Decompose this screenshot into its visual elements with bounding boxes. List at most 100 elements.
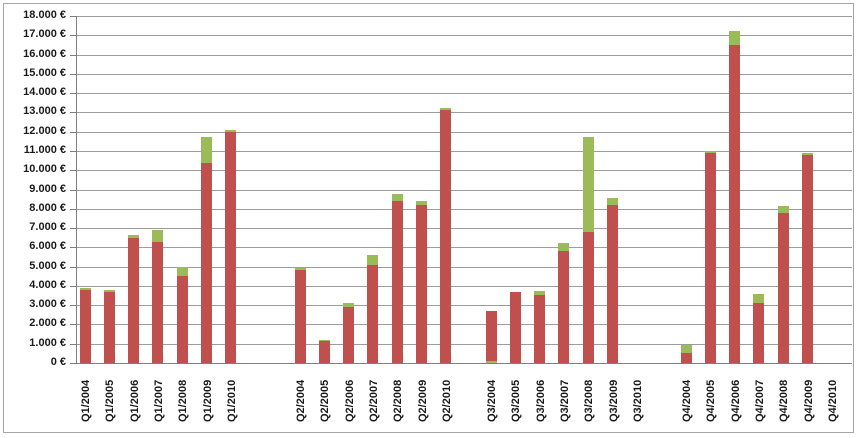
y-axis-line bbox=[76, 16, 77, 364]
bar-segment-red[interactable] bbox=[534, 294, 546, 363]
bar-segment-red[interactable] bbox=[79, 289, 91, 363]
gridline bbox=[76, 266, 852, 268]
bar-segment-red[interactable] bbox=[343, 307, 355, 363]
bar-q2-2008[interactable] bbox=[391, 194, 403, 363]
bar-segment-green[interactable] bbox=[201, 137, 212, 163]
bar-segment-red[interactable] bbox=[704, 152, 716, 363]
bar-segment-green[interactable] bbox=[103, 289, 115, 292]
bar-segment-red[interactable] bbox=[416, 204, 427, 363]
bar-segment-green[interactable] bbox=[802, 152, 813, 155]
bar-segment-red[interactable] bbox=[777, 212, 789, 363]
bar-segment-green[interactable] bbox=[753, 293, 765, 304]
bar-q4-2007[interactable] bbox=[753, 293, 765, 363]
bar-segment-green[interactable] bbox=[176, 266, 188, 277]
bar-segment-red[interactable] bbox=[582, 231, 594, 363]
bar-segment-green-bottom[interactable] bbox=[485, 361, 497, 363]
gridline bbox=[76, 305, 852, 307]
x-axis-category-label: Q2/2010 bbox=[440, 379, 453, 422]
bar-segment-red[interactable] bbox=[103, 291, 115, 363]
bar-segment-red[interactable] bbox=[391, 201, 403, 363]
gridline bbox=[76, 73, 852, 75]
bar-q2-2005[interactable] bbox=[318, 339, 330, 363]
bar-segment-red[interactable] bbox=[225, 131, 237, 363]
bar-q2-2009[interactable] bbox=[416, 201, 427, 363]
bar-segment-red[interactable] bbox=[318, 340, 330, 363]
x-axis-category-label: Q2/2007 bbox=[367, 379, 380, 422]
bar-segment-red[interactable] bbox=[485, 310, 497, 362]
bar-q1-2007[interactable] bbox=[152, 229, 164, 363]
bar-segment-red[interactable] bbox=[680, 353, 692, 363]
y-axis-tick bbox=[70, 131, 76, 133]
bar-segment-green[interactable] bbox=[582, 137, 594, 232]
bar-q2-2004[interactable] bbox=[294, 267, 306, 363]
y-axis-tick-label: 13.000 € bbox=[23, 105, 66, 118]
bar-segment-red[interactable] bbox=[558, 251, 570, 363]
bar-segment-red[interactable] bbox=[176, 276, 188, 363]
bar-segment-green[interactable] bbox=[558, 243, 570, 252]
bar-segment-green[interactable] bbox=[391, 194, 403, 202]
gridline bbox=[76, 16, 852, 17]
bar-segment-red[interactable] bbox=[753, 303, 765, 363]
bar-q4-2004[interactable] bbox=[680, 344, 692, 363]
bar-q1-2005[interactable] bbox=[103, 289, 115, 363]
y-axis-tick bbox=[70, 150, 76, 152]
bar-segment-green[interactable] bbox=[440, 107, 452, 111]
gridline bbox=[76, 150, 852, 152]
gridline bbox=[76, 35, 852, 37]
bar-segment-green[interactable] bbox=[534, 290, 546, 295]
bar-segment-green[interactable] bbox=[777, 205, 789, 213]
bar-q3-2005[interactable] bbox=[509, 291, 521, 363]
gridline bbox=[76, 54, 852, 56]
bar-q1-2009[interactable] bbox=[201, 137, 212, 363]
bar-segment-green[interactable] bbox=[79, 287, 91, 290]
bar-segment-red[interactable] bbox=[440, 110, 452, 363]
y-axis-tick bbox=[70, 54, 76, 56]
bar-q3-2006[interactable] bbox=[534, 290, 546, 363]
x-axis-category-label: Q4/2004 bbox=[681, 379, 693, 422]
bar-q3-2008[interactable] bbox=[582, 137, 594, 363]
gridline bbox=[76, 324, 852, 326]
bar-segment-red[interactable] bbox=[152, 241, 164, 363]
bar-q1-2004[interactable] bbox=[79, 287, 91, 363]
bar-segment-red[interactable] bbox=[509, 291, 521, 363]
bar-segment-red[interactable] bbox=[294, 270, 306, 363]
bar-segment-green[interactable] bbox=[680, 344, 692, 354]
bar-segment-green[interactable] bbox=[318, 339, 330, 341]
bar-q3-2009[interactable] bbox=[607, 198, 618, 363]
y-axis-tick-label: 16.000 € bbox=[23, 47, 66, 60]
bar-segment-red[interactable] bbox=[367, 264, 379, 363]
bar-segment-red[interactable] bbox=[201, 162, 212, 363]
bar-q4-2005[interactable] bbox=[704, 150, 716, 363]
bar-segment-green[interactable] bbox=[367, 255, 379, 265]
bar-segment-green[interactable] bbox=[416, 201, 427, 205]
bar-segment-green[interactable] bbox=[343, 303, 355, 308]
bar-segment-green[interactable] bbox=[225, 129, 237, 132]
bar-segment-green[interactable] bbox=[294, 267, 306, 271]
x-axis-category-label: Q1/2009 bbox=[201, 379, 214, 422]
y-axis-tick-label: 1.000 € bbox=[29, 336, 66, 349]
y-axis-tick-label: 18.000 € bbox=[23, 9, 66, 21]
bar-q1-2008[interactable] bbox=[176, 266, 188, 363]
bar-segment-red[interactable] bbox=[607, 204, 618, 363]
y-axis-tick-label: 5.000 € bbox=[29, 259, 66, 272]
bar-segment-red[interactable] bbox=[729, 44, 741, 363]
bar-segment-red[interactable] bbox=[128, 237, 140, 363]
bar-q2-2006[interactable] bbox=[343, 303, 355, 363]
bar-q1-2010[interactable] bbox=[225, 129, 237, 363]
bar-q4-2008[interactable] bbox=[777, 205, 789, 363]
bar-q4-2009[interactable] bbox=[802, 152, 813, 363]
x-axis-category-label: Q3/2008 bbox=[583, 379, 596, 422]
bar-segment-green[interactable] bbox=[128, 234, 140, 238]
bar-q2-2007[interactable] bbox=[367, 255, 379, 363]
bar-q1-2006[interactable] bbox=[128, 234, 140, 363]
bar-segment-green[interactable] bbox=[704, 150, 716, 153]
bar-segment-green[interactable] bbox=[607, 198, 618, 205]
bar-q3-2004[interactable] bbox=[485, 310, 497, 363]
bar-segment-green[interactable] bbox=[729, 31, 741, 45]
bar-q3-2007[interactable] bbox=[558, 243, 570, 363]
bar-segment-green[interactable] bbox=[152, 229, 164, 242]
y-axis-tick-label: 3.000 € bbox=[29, 298, 66, 311]
bar-q2-2010[interactable] bbox=[440, 107, 452, 363]
bar-segment-red[interactable] bbox=[802, 154, 813, 363]
bar-q4-2006[interactable] bbox=[729, 31, 741, 363]
